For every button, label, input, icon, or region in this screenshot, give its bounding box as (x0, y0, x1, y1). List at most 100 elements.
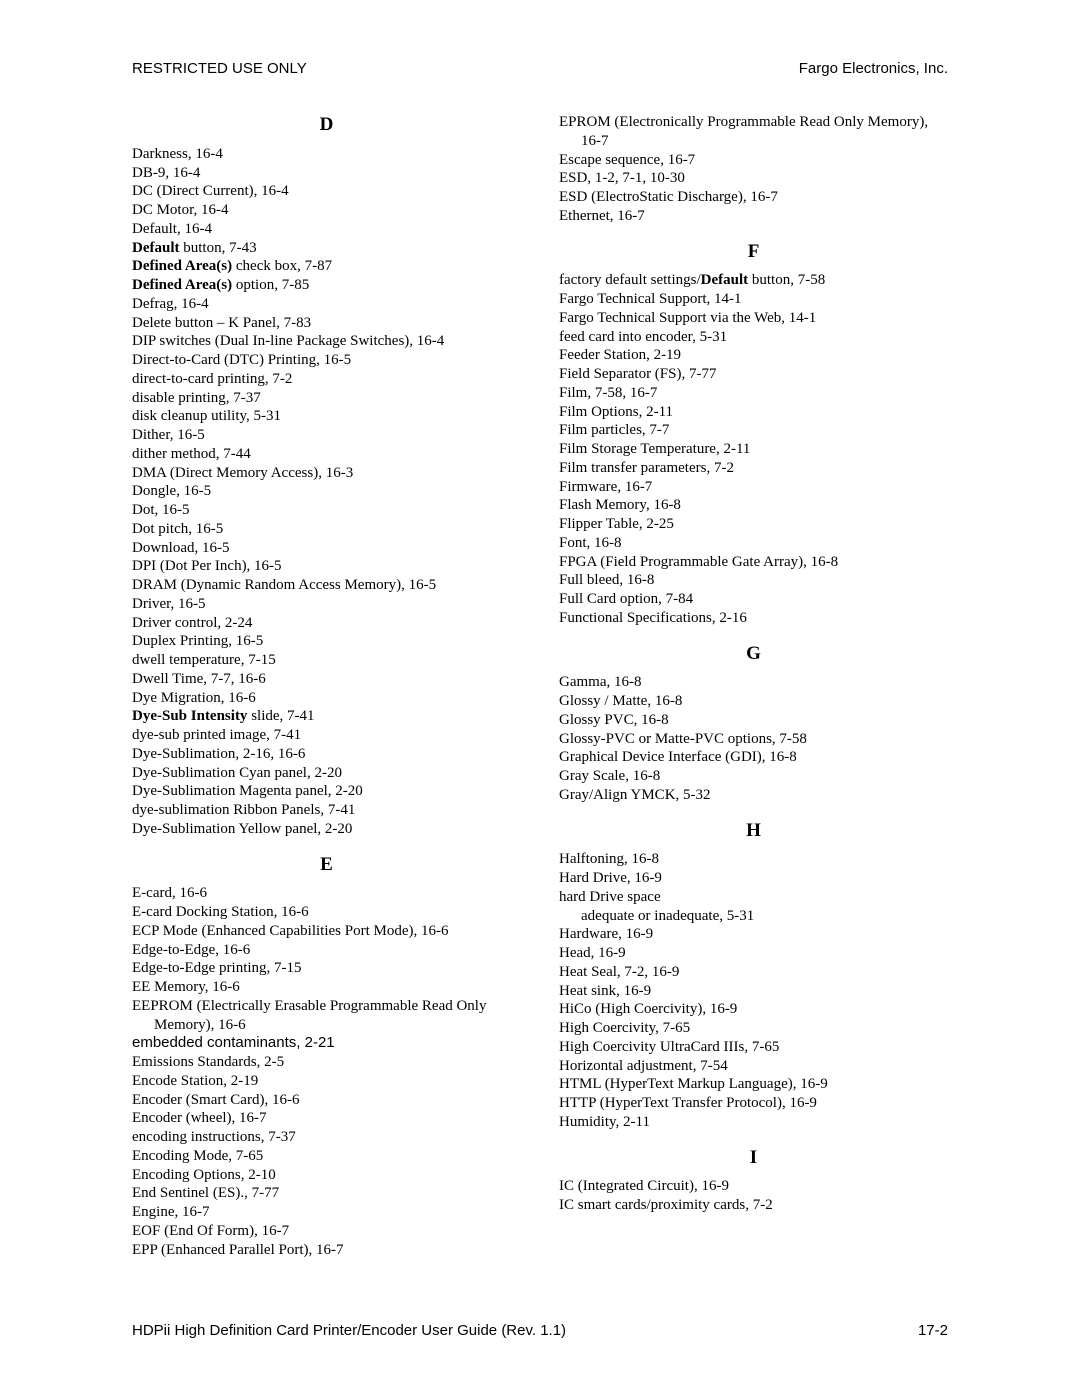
index-entry-text: Head, 16-9 (559, 945, 626, 961)
index-entry: Download, 16-5 (132, 539, 521, 558)
index-entry: Font, 16-8 (559, 534, 948, 553)
index-entry: Fargo Technical Support via the Web, 14-… (559, 309, 948, 328)
index-entry: E-card Docking Station, 16-6 (132, 903, 521, 922)
index-column-right: EPROM (Electronically Programmable Read … (559, 113, 948, 1259)
index-entry: Dye-Sublimation Cyan panel, 2-20 (132, 764, 521, 783)
index-entry: Escape sequence, 16-7 (559, 151, 948, 170)
index-entry: dye-sublimation Ribbon Panels, 7-41 (132, 801, 521, 820)
index-entry-text: factory default settings/ (559, 272, 701, 288)
index-entry: Dot, 16-5 (132, 501, 521, 520)
index-entry-text: EPP (Enhanced Parallel Port), 16-7 (132, 1242, 343, 1258)
index-entry-text: DRAM (Dynamic Random Access Memory), 16-… (132, 577, 436, 593)
index-entry: HTTP (HyperText Transfer Protocol), 16-9 (559, 1094, 948, 1113)
index-entry: Heat Seal, 7-2, 16-9 (559, 963, 948, 982)
index-entry-text: HiCo (High Coercivity), 16-9 (559, 1001, 737, 1017)
index-entry: Defined Area(s) option, 7-85 (132, 276, 521, 295)
index-entry-text: EE Memory, 16-6 (132, 979, 240, 995)
index-entry: Encoder (wheel), 16-7 (132, 1109, 521, 1128)
footer-left: HDPii High Definition Card Printer/Encod… (132, 1322, 566, 1339)
index-entry: Dye-Sublimation Magenta panel, 2-20 (132, 782, 521, 801)
index-entry: IC (Integrated Circuit), 16-9 (559, 1177, 948, 1196)
index-entry-text: Fargo Technical Support, 14-1 (559, 291, 742, 307)
index-entry-text: High Coercivity, 7-65 (559, 1020, 690, 1036)
index-entry: Heat sink, 16-9 (559, 982, 948, 1001)
index-entry-text: Film Storage Temperature, 2-11 (559, 441, 750, 457)
index-entry-text: dither method, 7-44 (132, 446, 251, 462)
index-entry-text: Default (132, 240, 180, 256)
index-entry-text: encoding instructions, 7-37 (132, 1129, 296, 1145)
index-entry-text: Glossy-PVC or Matte-PVC options, 7-58 (559, 731, 807, 747)
index-entry-text: button, 7-43 (180, 240, 257, 256)
index-entry: EPP (Enhanced Parallel Port), 16-7 (132, 1241, 521, 1260)
index-entry: Dwell Time, 7-7, 16-6 (132, 670, 521, 689)
index-entry-text: DMA (Direct Memory Access), 16-3 (132, 465, 353, 481)
index-entry-text: EOF (End Of Form), 16-7 (132, 1223, 289, 1239)
index-entry-text: DC (Direct Current), 16-4 (132, 183, 289, 199)
index-entry: Dye Migration, 16-6 (132, 689, 521, 708)
index-entry-text: check box, 7-87 (232, 258, 332, 274)
index-entry: Gray Scale, 16-8 (559, 767, 948, 786)
header-right: Fargo Electronics, Inc. (799, 60, 948, 77)
index-entry-text: ECP Mode (Enhanced Capabilities Port Mod… (132, 923, 448, 939)
index-entry: EOF (End Of Form), 16-7 (132, 1222, 521, 1241)
index-entry: feed card into encoder, 5-31 (559, 328, 948, 347)
index-entry-text: End Sentinel (ES)., 7-77 (132, 1185, 279, 1201)
index-entry: Film Options, 2-11 (559, 403, 948, 422)
page-header: RESTRICTED USE ONLY Fargo Electronics, I… (132, 60, 948, 77)
index-entry-text: IC smart cards/proximity cards, 7-2 (559, 1197, 773, 1213)
index-entry: Duplex Printing, 16-5 (132, 632, 521, 651)
index-entry: EEPROM (Electrically Erasable Programmab… (132, 997, 521, 1035)
index-entry-text: Film particles, 7-7 (559, 422, 669, 438)
index-entry-text: Dither, 16-5 (132, 427, 205, 443)
index-entry: hard Drive space (559, 888, 948, 907)
index-entry: Flipper Table, 2-25 (559, 515, 948, 534)
index-entry: High Coercivity UltraCard IIIs, 7-65 (559, 1038, 948, 1057)
index-entry: HiCo (High Coercivity), 16-9 (559, 1000, 948, 1019)
index-entry: Horizontal adjustment, 7-54 (559, 1057, 948, 1076)
index-entry: Gray/Align YMCK, 5-32 (559, 786, 948, 805)
index-entry: Firmware, 16-7 (559, 478, 948, 497)
index-entry-text: Dye-Sublimation Yellow panel, 2-20 (132, 821, 352, 837)
index-entry-text: Film, 7-58, 16-7 (559, 385, 657, 401)
index-section-letter: H (559, 819, 948, 843)
index-entry: Field Separator (FS), 7-77 (559, 365, 948, 384)
index-entry: Dye-Sub Intensity slide, 7-41 (132, 707, 521, 726)
index-entry: Graphical Device Interface (GDI), 16-8 (559, 748, 948, 767)
index-entry: DC (Direct Current), 16-4 (132, 182, 521, 201)
index-entry-text: Firmware, 16-7 (559, 479, 652, 495)
index-entry-text: Hardware, 16-9 (559, 926, 653, 942)
index-entry-text: Dongle, 16-5 (132, 483, 211, 499)
index-entry: Engine, 16-7 (132, 1203, 521, 1222)
index-entry: Encoder (Smart Card), 16-6 (132, 1091, 521, 1110)
index-subentry: adequate or inadequate, 5-31 (559, 907, 948, 926)
index-entry-text: Ethernet, 16-7 (559, 208, 645, 224)
index-entry: Ethernet, 16-7 (559, 207, 948, 226)
index-entry: Flash Memory, 16-8 (559, 496, 948, 515)
index-entry: Film Storage Temperature, 2-11 (559, 440, 948, 459)
index-entry-text: EPROM (Electronically Programmable Read … (559, 114, 928, 149)
index-entry: Film transfer parameters, 7-2 (559, 459, 948, 478)
index-entry-text: disable printing, 7-37 (132, 390, 261, 406)
index-entry: E-card, 16-6 (132, 884, 521, 903)
index-entry-text: adequate or inadequate, 5-31 (581, 908, 754, 924)
index-entry: ECP Mode (Enhanced Capabilities Port Mod… (132, 922, 521, 941)
index-entry-text: Defrag, 16-4 (132, 296, 209, 312)
index-entry-text: Edge-to-Edge printing, 7-15 (132, 960, 302, 976)
index-entry: Hard Drive, 16-9 (559, 869, 948, 888)
index-entry: Direct-to-Card (DTC) Printing, 16-5 (132, 351, 521, 370)
index-entry: DC Motor, 16-4 (132, 201, 521, 220)
index-entry-text: Font, 16-8 (559, 535, 622, 551)
index-entry: dither method, 7-44 (132, 445, 521, 464)
index-entry: End Sentinel (ES)., 7-77 (132, 1184, 521, 1203)
index-entry-text: Gray/Align YMCK, 5-32 (559, 787, 711, 803)
footer-right: 17-2 (918, 1322, 948, 1339)
index-entry: Glossy PVC, 16-8 (559, 711, 948, 730)
index-entry: Encode Station, 2-19 (132, 1072, 521, 1091)
index-entry-text: Edge-to-Edge, 16-6 (132, 942, 250, 958)
index-entry: Dither, 16-5 (132, 426, 521, 445)
index-entry-text: Field Separator (FS), 7-77 (559, 366, 716, 382)
index-entry-text: Escape sequence, 16-7 (559, 152, 695, 168)
index-entry-text: Flipper Table, 2-25 (559, 516, 674, 532)
index-entry: Feeder Station, 2-19 (559, 346, 948, 365)
index-entry-text: Emissions Standards, 2-5 (132, 1054, 284, 1070)
